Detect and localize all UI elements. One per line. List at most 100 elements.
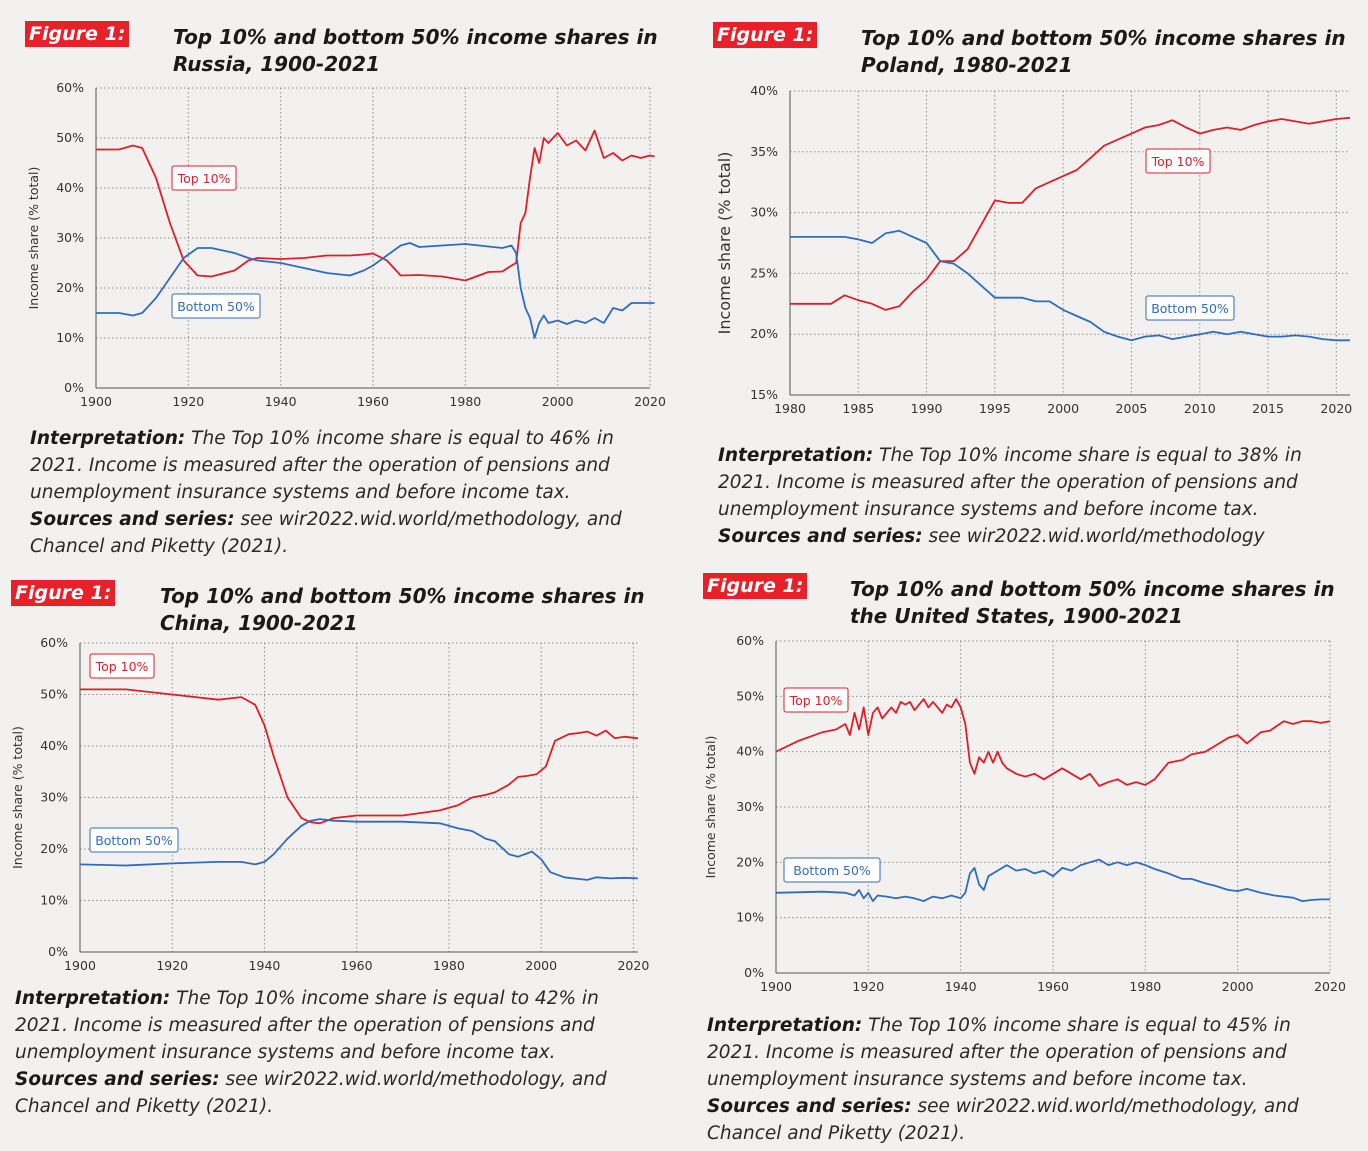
y-tick-label: 50% [40, 687, 68, 702]
top10-label: Top 10% [95, 659, 149, 674]
y-tick-label: 0% [48, 944, 68, 959]
x-tick-label: 1900 [80, 394, 112, 409]
y-tick-label: 50% [736, 688, 764, 703]
series-label-box [783, 857, 881, 883]
bottom50-label: Bottom 50% [95, 833, 173, 848]
interpretation-text: The Top 10% income share is equal to 45%… [707, 1015, 1291, 1090]
sources-label: Sources and series: [718, 526, 923, 547]
x-tick-label: 2010 [1184, 401, 1216, 416]
x-tick-label: 1940 [249, 958, 281, 973]
sources-text: see wir2022.wid.world/methodology, and C… [15, 1069, 607, 1117]
chart-title: Top 10% and bottom 50% income shares in … [861, 26, 1346, 77]
y-tick-label: 15% [750, 387, 778, 402]
figure-label: Figure 1: [703, 573, 808, 599]
x-tick-label: 1960 [1037, 979, 1069, 994]
x-tick-label: 1900 [760, 979, 792, 994]
gridlines [776, 640, 1331, 973]
y-tick-label: 60% [40, 635, 68, 650]
interpretation-text: The Top 10% income share is equal to 42%… [15, 988, 599, 1063]
bottom50-line [79, 818, 639, 881]
y-tick-label: 40% [750, 83, 778, 98]
y-tick-label: 0% [64, 380, 84, 395]
y-tick-label: 30% [40, 790, 68, 805]
bottom50-line [775, 858, 1330, 902]
x-tick-label: 1960 [357, 394, 389, 409]
poland-chart: 15% 20% 25% 30% 35% 40% 1980 1985 1990 1995 2000 20… [715, 83, 1352, 416]
top10-label: Top 10% [177, 171, 231, 186]
y-tick-label: 20% [736, 854, 764, 869]
y-tick-label: 20% [56, 280, 84, 295]
series-label-box [171, 293, 261, 319]
y-tick-label: 30% [750, 205, 778, 220]
x-tick-label: 1900 [64, 958, 96, 973]
interpretation-label: Interpretation: [718, 445, 874, 466]
x-tick-label: 2015 [1252, 401, 1284, 416]
y-tick-label: 10% [736, 910, 764, 925]
y-tick-label: 30% [736, 799, 764, 814]
top10-line [790, 116, 1351, 311]
x-tick-label: 2000 [542, 394, 574, 409]
figure-label: Figure 1: [11, 580, 116, 606]
sources-text: see wir2022.wid.world/methodology, and C… [30, 509, 622, 557]
series-label-box [89, 827, 179, 853]
interpretation-label: Interpretation: [15, 988, 171, 1009]
y-tick-label: 0% [744, 965, 764, 980]
top10-line [775, 698, 1331, 787]
x-tick-label: 1985 [842, 401, 874, 416]
russia-chart: 0% 10% 20% 30% 40% 50% 60% 1900 1920 1940 1960 1980… [26, 80, 666, 409]
top10-line [80, 688, 639, 825]
x-tick-label: 1990 [911, 401, 943, 416]
top10-label: Top 10% [1151, 154, 1205, 169]
china-chart: 0% 10% 20% 30% 40% 50% 60% 1900 1920 1940 1960 1980… [10, 635, 649, 973]
y-tick-label: 60% [56, 80, 84, 95]
bottom50-line [790, 229, 1350, 342]
y-axis-title: Income share (% total) [10, 726, 25, 869]
x-tick-label: 1980 [774, 401, 806, 416]
y-tick-label: 30% [56, 230, 84, 245]
x-tick-label: 1980 [449, 394, 481, 409]
y-axis-title: Income share (% total) [715, 152, 734, 335]
y-axis-title: Income share (% total) [703, 736, 718, 879]
y-tick-label: 50% [56, 130, 84, 145]
y-tick-label: 40% [736, 744, 764, 759]
y-tick-label: 20% [750, 326, 778, 341]
interpretation-label: Interpretation: [707, 1015, 863, 1036]
top10-line [96, 129, 655, 282]
sources-text: see wir2022.wid.world/methodology [922, 526, 1265, 547]
figure-label: Figure 1: [25, 21, 130, 47]
x-tick-label: 1940 [945, 979, 977, 994]
sources-label: Sources and series: [30, 509, 235, 530]
y-tick-label: 40% [40, 738, 68, 753]
series-label-box [171, 165, 237, 191]
y-tick-label: 40% [56, 180, 84, 195]
x-tick-label: 2020 [1320, 401, 1352, 416]
bottom50-label: Bottom 50% [1151, 301, 1229, 316]
x-tick-label: 1980 [1129, 979, 1161, 994]
series-label-box [1145, 148, 1211, 174]
interpretation-text: The Top 10% income share is equal to 38%… [718, 445, 1302, 520]
y-tick-label: 10% [56, 330, 84, 345]
figure-label: Figure 1: [713, 22, 818, 48]
x-tick-label: 2000 [525, 958, 557, 973]
y-axis-title: Income share (% total) [26, 167, 41, 310]
caption: Interpretation: The Top 10% income share… [15, 985, 655, 1120]
chart-title: Top 10% and bottom 50% income shares in … [160, 584, 645, 635]
top10-label: Top 10% [789, 693, 843, 708]
x-tick-label: 2020 [1314, 979, 1346, 994]
gridlines [96, 87, 651, 388]
sources-label: Sources and series: [707, 1096, 912, 1117]
series-label-box [89, 653, 155, 679]
x-tick-label: 1940 [265, 394, 297, 409]
series-label-box [783, 687, 849, 713]
bottom50-label: Bottom 50% [177, 299, 255, 314]
y-tick-label: 35% [750, 144, 778, 159]
y-tick-label: 20% [40, 841, 68, 856]
x-tick-label: 2000 [1222, 979, 1254, 994]
gridlines [80, 642, 638, 952]
caption: Interpretation: The Top 10% income share… [30, 425, 670, 560]
x-tick-label: 1920 [156, 958, 188, 973]
caption: Interpretation: The Top 10% income share… [718, 442, 1358, 550]
united-states-chart: 0% 10% 20% 30% 40% 50% 60% 1900 1920 1940 1960 1980… [703, 633, 1346, 994]
x-tick-label: 1920 [852, 979, 884, 994]
caption: Interpretation: The Top 10% income share… [707, 1012, 1347, 1147]
